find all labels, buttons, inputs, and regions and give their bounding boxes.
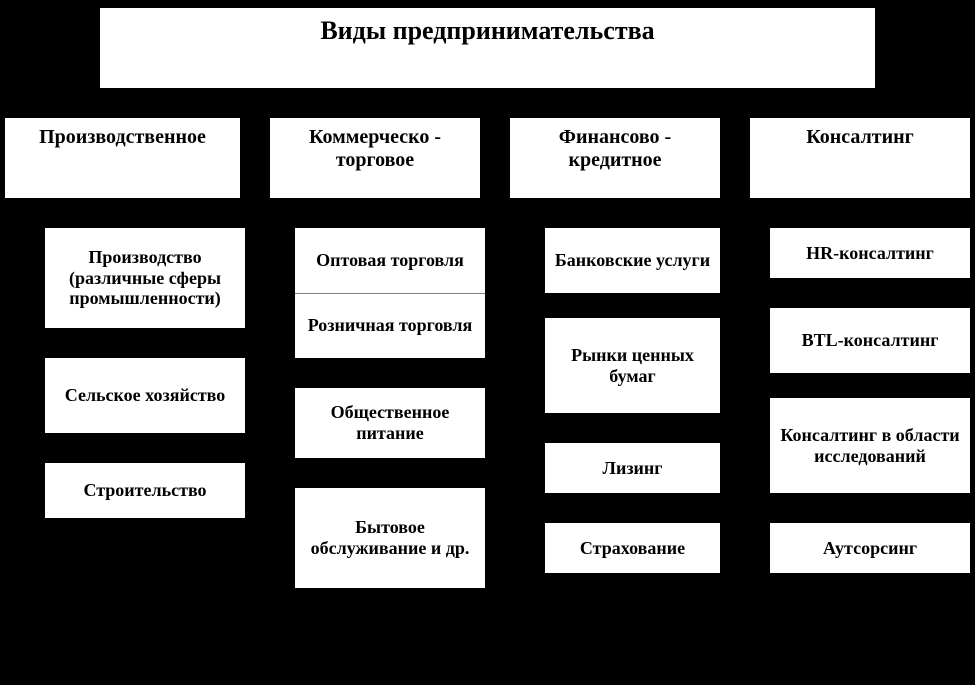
item-label: Лизинг [603,458,663,479]
item-label: HR-консалтинг [806,243,934,264]
item-label: BTL-консалтинг [802,330,939,351]
category-commerce: Коммерческо - торговое [270,118,480,198]
item-label: Аутсорсинг [823,538,917,559]
item-consulting-2: Консалтинг в области исследований [770,398,970,493]
item-production-1: Сельское хозяйство [45,358,245,433]
category-label: Коммерческо - торговое [276,126,474,172]
item-label: Рынки ценных бумаг [551,345,714,386]
divider-0 [295,293,485,294]
category-consulting: Консалтинг [750,118,970,198]
item-label: Строительство [83,480,206,501]
item-label: Общественное питание [301,402,479,443]
item-commerce-0: Оптовая торговля [295,228,485,293]
item-commerce-3: Бытовое обслуживание и др. [295,488,485,588]
item-label: Оптовая торговля [316,250,464,271]
item-commerce-2: Общественное питание [295,388,485,458]
category-production: Производственное [5,118,240,198]
item-consulting-3: Аутсорсинг [770,523,970,573]
item-finance-1: Рынки ценных бумаг [545,318,720,413]
item-label: Розничная торговля [308,315,473,336]
item-consulting-0: HR-консалтинг [770,228,970,278]
diagram-title: Виды предпринимательства [100,8,875,88]
category-label: Консалтинг [806,126,914,149]
item-finance-2: Лизинг [545,443,720,493]
item-production-0: Производство (различные сферы промышленн… [45,228,245,328]
item-commerce-1: Розничная торговля [295,293,485,358]
item-label: Консалтинг в области исследований [776,425,964,466]
item-label: Бытовое обслуживание и др. [301,517,479,558]
item-label: Страхование [580,538,685,559]
item-label: Производство (различные сферы промышленн… [51,247,239,309]
item-consulting-1: BTL-консалтинг [770,308,970,373]
category-label: Производственное [39,126,206,149]
item-label: Банковские услуги [555,250,710,271]
category-label: Финансово - кредитное [516,126,714,172]
item-label: Сельское хозяйство [65,385,226,406]
item-finance-0: Банковские услуги [545,228,720,293]
item-finance-3: Страхование [545,523,720,573]
item-production-2: Строительство [45,463,245,518]
category-finance: Финансово - кредитное [510,118,720,198]
